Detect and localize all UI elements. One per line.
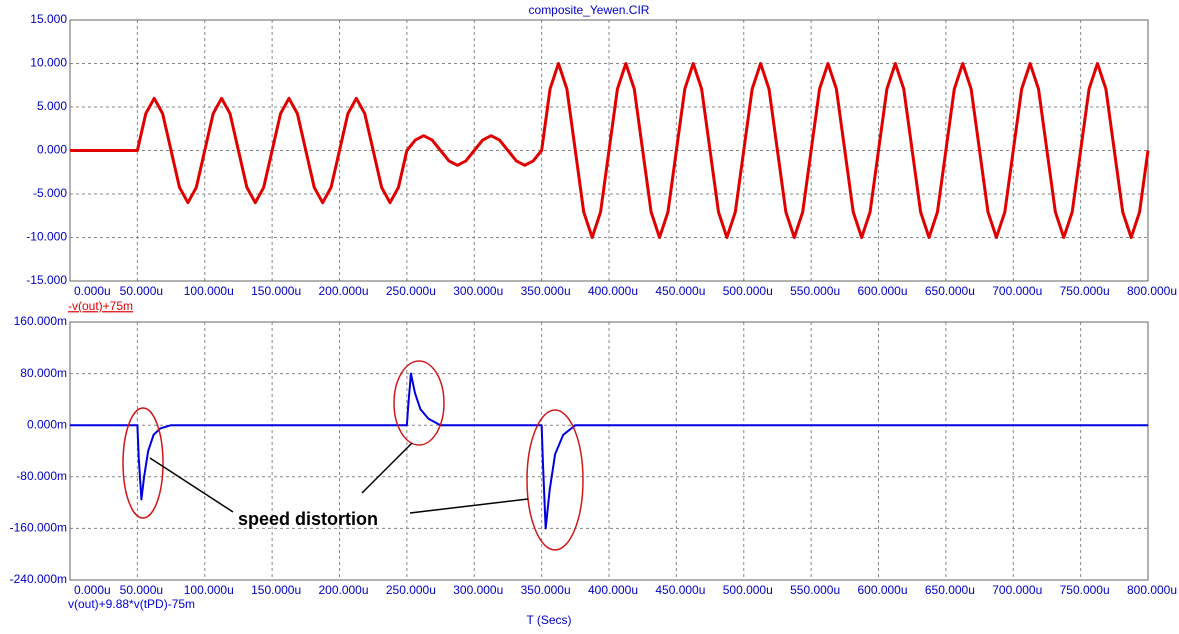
pointer-line xyxy=(149,457,234,513)
x-tick-label: 350.000u xyxy=(521,583,571,597)
plot: 160.000m 80.000m 0.000m -80.000m -160.000m -2… xyxy=(10,314,1177,611)
annotation: speed distortion xyxy=(238,509,378,529)
x-tick-label: 450.000u xyxy=(655,583,705,597)
chart-title: composite_Yewen.CIR xyxy=(529,3,650,17)
y-tick-label: 160.000m xyxy=(14,314,67,328)
x-axis-label: T (Secs) xyxy=(526,613,571,627)
data-line xyxy=(70,62,1150,239)
y-tick-label: 15.000 xyxy=(30,12,67,26)
x-tick-label: 200.000u xyxy=(318,284,368,298)
data-line xyxy=(70,372,1148,530)
pointer-line xyxy=(361,442,413,494)
x-tick-label: 700.000u xyxy=(992,583,1042,597)
x-tick-label: 100.000u xyxy=(184,583,234,597)
x-tick-label: 600.000u xyxy=(857,583,907,597)
y-tick-label: -5.000 xyxy=(33,186,67,200)
plot: 15.000 10.000 5.000 0.000 -5.000 -10.000 -15.0… xyxy=(26,12,1177,313)
x-tick-label: 200.000u xyxy=(318,583,368,597)
x-tick-label: 400.000u xyxy=(588,583,638,597)
x-tick-label: 250.000u xyxy=(386,583,436,597)
y-tick-label: 0.000 xyxy=(37,143,67,157)
x-tick-label: 650.000u xyxy=(925,284,975,298)
y-tick-label: 10.000 xyxy=(30,56,67,70)
x-tick-label: 500.000u xyxy=(723,284,773,298)
x-tick-label: 400.000u xyxy=(588,284,638,298)
x-tick-label: 750.000u xyxy=(1060,284,1110,298)
x-tick-label: 750.000u xyxy=(1060,583,1110,597)
highlight-ellipse xyxy=(393,360,445,446)
y-tick-label: 0.000m xyxy=(27,417,67,431)
x-tick-label: 350.000u xyxy=(521,284,571,298)
series-label: v(out)+9.88*v(tPD)-75m xyxy=(68,597,195,611)
x-tick-label: 800.000u xyxy=(1127,284,1177,298)
series-label: -v(out)+75m xyxy=(68,299,133,313)
x-tick-label: 150.000u xyxy=(251,284,301,298)
y-tick-label: 5.000 xyxy=(37,99,67,113)
x-tick-label: 550.000u xyxy=(790,583,840,597)
x-tick-label: 250.000u xyxy=(386,284,436,298)
x-tick-label: 300.000u xyxy=(453,284,503,298)
x-tick-label: 550.000u xyxy=(790,284,840,298)
x-tick-label: 0.000u xyxy=(74,284,111,298)
y-tick-label: 80.000m xyxy=(20,366,67,380)
x-tick-label: 150.000u xyxy=(251,583,301,597)
x-tick-label: 100.000u xyxy=(184,284,234,298)
x-tick-label: 50.000u xyxy=(120,583,163,597)
y-tick-label: -80.000m xyxy=(16,469,67,483)
y-tick-label: -160.000m xyxy=(10,521,67,535)
x-tick-label: 650.000u xyxy=(925,583,975,597)
x-tick-label: 50.000u xyxy=(120,284,163,298)
y-tick-label: -10.000 xyxy=(26,230,67,244)
highlight-ellipse xyxy=(526,409,584,551)
y-tick-label: -15.000 xyxy=(26,273,67,287)
x-tick-label: 0.000u xyxy=(74,583,111,597)
x-tick-label: 450.000u xyxy=(655,284,705,298)
pointer-line xyxy=(409,498,529,514)
y-tick-label: -240.000m xyxy=(10,572,67,586)
x-tick-label: 700.000u xyxy=(992,284,1042,298)
x-tick-label: 300.000u xyxy=(453,583,503,597)
x-tick-label: 600.000u xyxy=(857,284,907,298)
x-tick-label: 500.000u xyxy=(723,583,773,597)
highlight-ellipse xyxy=(122,407,164,519)
annotation-shapes xyxy=(122,360,584,551)
x-tick-label: 800.000u xyxy=(1127,583,1177,597)
plot-frame xyxy=(69,321,1149,581)
